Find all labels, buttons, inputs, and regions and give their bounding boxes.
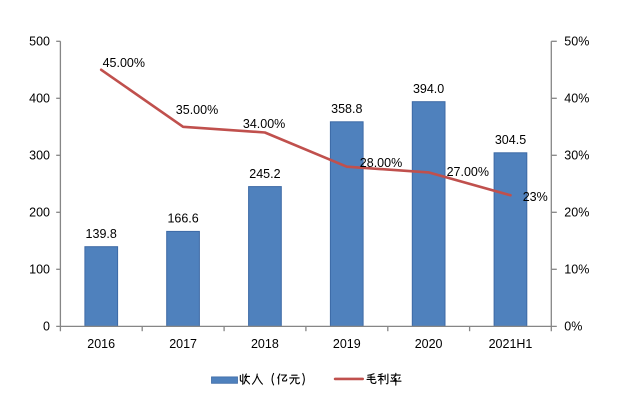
svg-text:304.5: 304.5 bbox=[495, 133, 526, 147]
svg-text:166.6: 166.6 bbox=[167, 212, 198, 226]
svg-text:10%: 10% bbox=[564, 263, 589, 277]
svg-text:40%: 40% bbox=[564, 92, 589, 106]
svg-text:2021H1: 2021H1 bbox=[489, 337, 533, 351]
svg-text:30%: 30% bbox=[564, 149, 589, 163]
svg-text:0%: 0% bbox=[564, 320, 582, 334]
svg-text:100: 100 bbox=[29, 263, 50, 277]
svg-text:200: 200 bbox=[29, 206, 50, 220]
svg-text:34.00%: 34.00% bbox=[243, 117, 285, 131]
svg-text:20%: 20% bbox=[564, 206, 589, 220]
svg-text:400: 400 bbox=[29, 92, 50, 106]
svg-text:500: 500 bbox=[29, 35, 50, 49]
svg-text:2018: 2018 bbox=[251, 337, 279, 351]
svg-text:139.8: 139.8 bbox=[86, 227, 117, 241]
svg-text:2017: 2017 bbox=[169, 337, 197, 351]
svg-text:45.00%: 45.00% bbox=[103, 56, 145, 70]
svg-text:28.00%: 28.00% bbox=[360, 156, 402, 170]
svg-text:394.0: 394.0 bbox=[413, 82, 444, 96]
svg-text:358.8: 358.8 bbox=[331, 102, 362, 116]
svg-text:245.2: 245.2 bbox=[249, 167, 280, 181]
svg-text:23%: 23% bbox=[523, 190, 548, 204]
svg-text:2019: 2019 bbox=[333, 337, 361, 351]
svg-text:35.00%: 35.00% bbox=[176, 103, 218, 117]
svg-text:0: 0 bbox=[43, 320, 50, 334]
svg-text:27.00%: 27.00% bbox=[447, 165, 489, 179]
svg-text:2016: 2016 bbox=[87, 337, 115, 351]
svg-text:300: 300 bbox=[29, 149, 50, 163]
svg-text:50%: 50% bbox=[564, 35, 589, 49]
svg-text:2020: 2020 bbox=[415, 337, 443, 351]
